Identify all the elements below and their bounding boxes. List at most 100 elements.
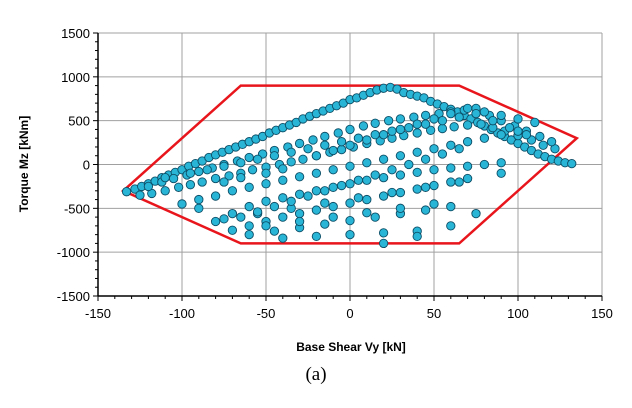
scatter-point	[479, 107, 490, 117]
scatter-point	[194, 166, 204, 177]
scatter-point	[479, 133, 490, 143]
scatter-point	[429, 199, 439, 209]
scatter-point	[370, 130, 380, 140]
scatter-point	[496, 130, 506, 140]
grid	[97, 32, 603, 297]
x-tick-label: -100	[169, 306, 195, 321]
axes	[93, 32, 603, 301]
scatter-point	[420, 119, 431, 129]
scatter-point	[446, 163, 456, 173]
scatter-point	[429, 114, 439, 124]
scatter-point	[462, 137, 473, 147]
scatter-point	[336, 144, 347, 155]
scatter-point	[311, 205, 322, 215]
x-axis-label: Base Shear Vy [kN]	[296, 340, 406, 354]
scatter-point	[345, 124, 355, 135]
scatter-point	[412, 184, 422, 194]
scatter-point	[311, 186, 322, 196]
scatter-chart: -150 -100 -50 0 50 100 150-1500-1000-500050010…	[17, 26, 613, 354]
scatter-point	[395, 124, 406, 135]
scatter-point	[454, 177, 464, 187]
scatter-point	[395, 203, 406, 213]
scatter-point	[160, 172, 170, 183]
scatter-point	[219, 214, 229, 224]
scatter-point	[261, 221, 271, 231]
scatter-point	[378, 172, 389, 183]
scatter-point	[567, 158, 577, 169]
scatter-point	[471, 109, 481, 119]
scatter-point	[328, 201, 338, 212]
scatter-point	[412, 167, 422, 178]
scatter-point	[336, 137, 347, 147]
scatter-point	[236, 158, 246, 168]
y-tick-label: 500	[68, 114, 90, 129]
scatter-point	[446, 140, 456, 150]
scatter-point	[420, 110, 431, 121]
data-points	[121, 82, 577, 249]
scatter-point	[420, 205, 431, 215]
scatter-point	[496, 110, 506, 121]
scatter-point	[311, 151, 322, 161]
scatter-point	[521, 130, 532, 140]
scatter-point	[224, 171, 234, 181]
scatter-point	[546, 137, 557, 147]
scatter-point	[479, 159, 490, 170]
scatter-point	[294, 216, 305, 227]
scatter-point	[244, 182, 254, 192]
scatter-point	[236, 172, 246, 183]
scatter-point	[269, 151, 280, 161]
scatter-point	[311, 168, 322, 178]
scatter-point	[513, 126, 523, 136]
scatter-point	[471, 208, 481, 219]
scatter-point	[345, 140, 355, 150]
scatter-point	[278, 233, 288, 243]
scatter-point	[446, 109, 456, 119]
scatter-point	[395, 187, 406, 198]
scatter-point	[219, 161, 229, 171]
scatter-point	[278, 175, 288, 185]
scatter-point	[437, 123, 448, 134]
scatter-point	[362, 135, 372, 145]
scatter-point	[269, 226, 280, 236]
scatter-point	[454, 112, 464, 122]
scatter-point	[370, 170, 380, 180]
scatter-point	[362, 208, 372, 218]
scatter-point	[244, 152, 254, 163]
scatter-point	[247, 165, 258, 175]
scatter-point	[320, 186, 330, 196]
y-axis-label: Torque Mz [kNm]	[17, 116, 31, 212]
scatter-point	[449, 122, 459, 132]
scatter-point	[303, 144, 313, 154]
scatter-point	[197, 177, 207, 187]
scatter-point	[530, 117, 540, 128]
scatter-point	[345, 198, 355, 208]
scatter-point	[378, 130, 389, 140]
scatter-point	[535, 131, 545, 142]
scatter-point	[173, 182, 184, 192]
scatter-point	[261, 196, 271, 206]
scatter-point	[387, 187, 397, 198]
scatter-point	[362, 194, 372, 205]
scatter-point	[429, 144, 439, 154]
scatter-point	[496, 158, 506, 168]
scatter-point	[345, 229, 355, 240]
scatter-point	[320, 131, 330, 142]
scatter-point	[227, 225, 238, 235]
scatter-point	[244, 221, 254, 231]
figure-caption: (a)	[305, 364, 327, 385]
scatter-point	[404, 159, 414, 170]
scatter-point	[412, 147, 422, 157]
scatter-point	[194, 194, 204, 205]
scatter-point	[504, 123, 515, 133]
y-tick-label: 0	[83, 158, 90, 173]
scatter-point	[135, 190, 145, 200]
envelope-series	[120, 84, 580, 245]
scatter-point	[121, 187, 132, 197]
scatter-point	[294, 189, 305, 199]
scatter-point	[404, 123, 414, 133]
scatter-point	[429, 180, 439, 191]
scatter-point	[446, 221, 456, 231]
scatter-point	[496, 168, 506, 178]
scatter-point	[378, 191, 389, 201]
scatter-point	[387, 165, 397, 175]
